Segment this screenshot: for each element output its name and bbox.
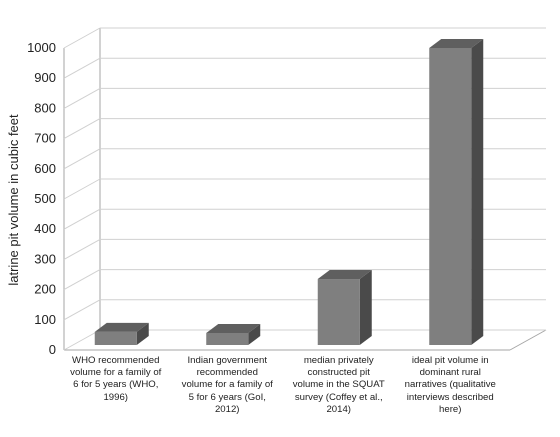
x-category-label-line: WHO recommended: [72, 355, 160, 366]
x-category-label-line: here): [439, 403, 462, 415]
bar-front: [317, 279, 360, 345]
gridline-diagonal: [63, 299, 101, 321]
bar-side: [471, 39, 484, 345]
bar: [94, 322, 149, 345]
y-tick-label: 900: [34, 70, 56, 85]
x-category-label: ideal pit volume in dominant rural narrati…: [396, 355, 504, 416]
x-category-label-line: 5 for 6 years (GoI,: [188, 391, 266, 403]
x-category-label-line: interviews described: [406, 391, 494, 403]
y-tick-label: 700: [34, 131, 56, 146]
x-category-label-line: 6 for 5 years (WHO,: [73, 379, 159, 391]
y-tick-label: 800: [34, 100, 56, 115]
x-category-label-line: median privately: [303, 355, 374, 366]
x-category-label-line: ideal pit volume in: [411, 355, 489, 366]
x-category-label-line: survey (Coffey et al.,: [294, 391, 383, 403]
x-category-label-line: volume in the SQUAT: [292, 379, 385, 391]
y-tick-label: 1000: [27, 40, 56, 55]
x-category-label-line: dominant rural: [419, 367, 481, 379]
y-axis-label: latrine pit volume in cubic feet: [6, 114, 21, 286]
bar-side: [248, 324, 261, 345]
y-tick-label: 100: [34, 312, 56, 327]
bar-side: [136, 322, 149, 345]
y-axis-ticks: 0 100 200 300 400 500 600 700 800 900 1000: [27, 40, 56, 357]
gridline-diagonal: [63, 27, 101, 49]
bar-front: [206, 333, 249, 345]
gridline-diagonal: [63, 87, 101, 109]
gridline-diagonal: [63, 269, 101, 291]
bar-front: [429, 48, 472, 345]
x-category-label-line: constructed pit: [307, 367, 370, 379]
gridline-diagonal: [63, 178, 101, 200]
x-category-label: Indian government recommended volume for a…: [173, 355, 281, 416]
x-category-label-line: Indian government: [187, 355, 267, 366]
gridline-diagonal: [63, 57, 101, 79]
x-category-label: median privately constructed pit volume in…: [285, 355, 393, 416]
bar-top: [429, 39, 484, 48]
x-category-label-line: volume for a family of: [70, 367, 162, 379]
gridline-diagonal: [63, 329, 101, 351]
x-category-label-line: 2012): [214, 403, 240, 415]
gridline-diagonal: [63, 118, 101, 140]
gridline-diagonal: [63, 148, 101, 170]
x-category-label: WHO recommended volume for a family of 6 f…: [62, 355, 170, 404]
x-category-label-line: volume for a family of: [181, 379, 273, 391]
bar: [429, 39, 484, 345]
bar: [317, 270, 372, 345]
y-tick-label: 600: [34, 161, 56, 176]
bar-top: [206, 324, 261, 333]
bar: [206, 324, 261, 345]
bar-side: [359, 270, 372, 345]
gridline-diagonal: [63, 238, 101, 260]
bar-top: [94, 322, 149, 332]
y-tick-label: 500: [34, 191, 56, 206]
bar-top: [317, 270, 372, 280]
x-category-label-line: 2014): [326, 403, 352, 415]
x-category-label-line: 1996): [103, 391, 129, 403]
y-tick-label: 400: [34, 221, 56, 236]
y-tick-label: 0: [49, 342, 56, 357]
y-tick-label: 300: [34, 251, 56, 266]
x-category-label-line: narratives (qualitative: [404, 379, 496, 391]
x-category-label-line: recommended: [196, 367, 258, 379]
bar-front: [94, 331, 137, 345]
floor-right-edge: [509, 329, 547, 351]
y-tick-label: 200: [34, 282, 56, 297]
gridline-diagonal: [63, 208, 101, 230]
bars: [94, 39, 484, 345]
